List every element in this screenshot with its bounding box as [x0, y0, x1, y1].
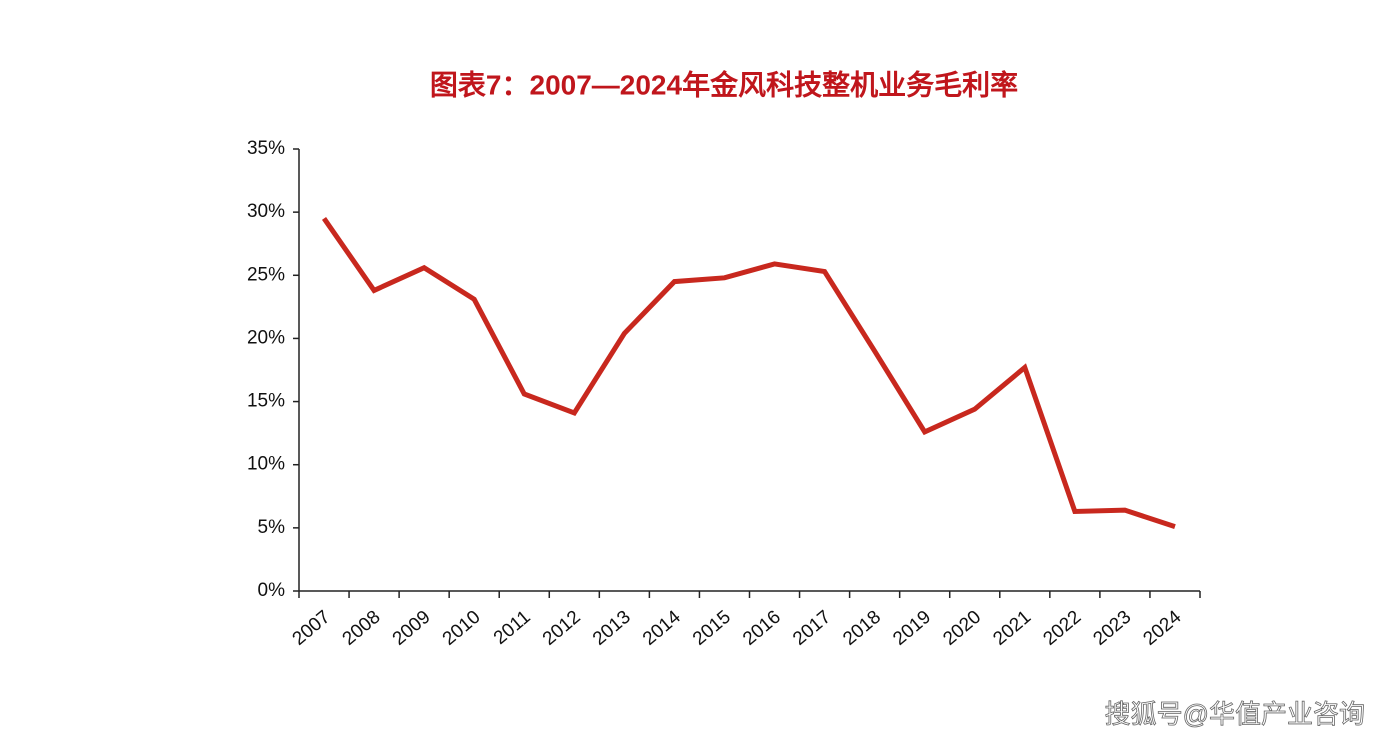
x-tick-label: 2010: [439, 607, 485, 650]
x-tick-label: 2009: [389, 607, 435, 650]
x-tick-label: 2020: [939, 607, 985, 650]
y-tick-label: 20%: [247, 327, 285, 348]
x-tick-label: 2016: [739, 607, 785, 650]
y-tick-label: 5%: [258, 517, 286, 538]
y-tick-label: 15%: [247, 391, 285, 412]
x-tick-label: 2019: [889, 607, 935, 650]
x-tick-label: 2012: [539, 607, 585, 650]
chart-title: 图表7：2007—2024年金风科技整机业务毛利率: [430, 68, 1018, 100]
x-tick-label: 2018: [839, 607, 885, 650]
x-tick-label: 2024: [1140, 606, 1186, 650]
x-tick-label: 2014: [639, 606, 685, 650]
y-tick-label: 0%: [258, 580, 286, 601]
y-tick-label: 10%: [247, 454, 285, 475]
x-tick-label: 2021: [989, 607, 1035, 650]
x-tick-label: 2017: [789, 607, 835, 650]
x-tick-label: 2022: [1039, 607, 1085, 650]
x-tick-label: 2013: [589, 607, 635, 650]
y-tick-label: 25%: [247, 264, 285, 285]
x-tick-label: 2015: [689, 607, 735, 650]
x-tick-label: 2007: [289, 607, 335, 650]
y-tick-label: 35%: [247, 138, 285, 159]
x-tick-label: 2011: [490, 607, 535, 649]
x-tick-label: 2023: [1089, 607, 1135, 650]
series-line: [321, 217, 1176, 529]
watermark: 搜狐号@华值产业咨询: [1105, 699, 1365, 729]
x-tick-label: 2008: [339, 607, 385, 650]
y-tick-label: 30%: [247, 201, 285, 222]
